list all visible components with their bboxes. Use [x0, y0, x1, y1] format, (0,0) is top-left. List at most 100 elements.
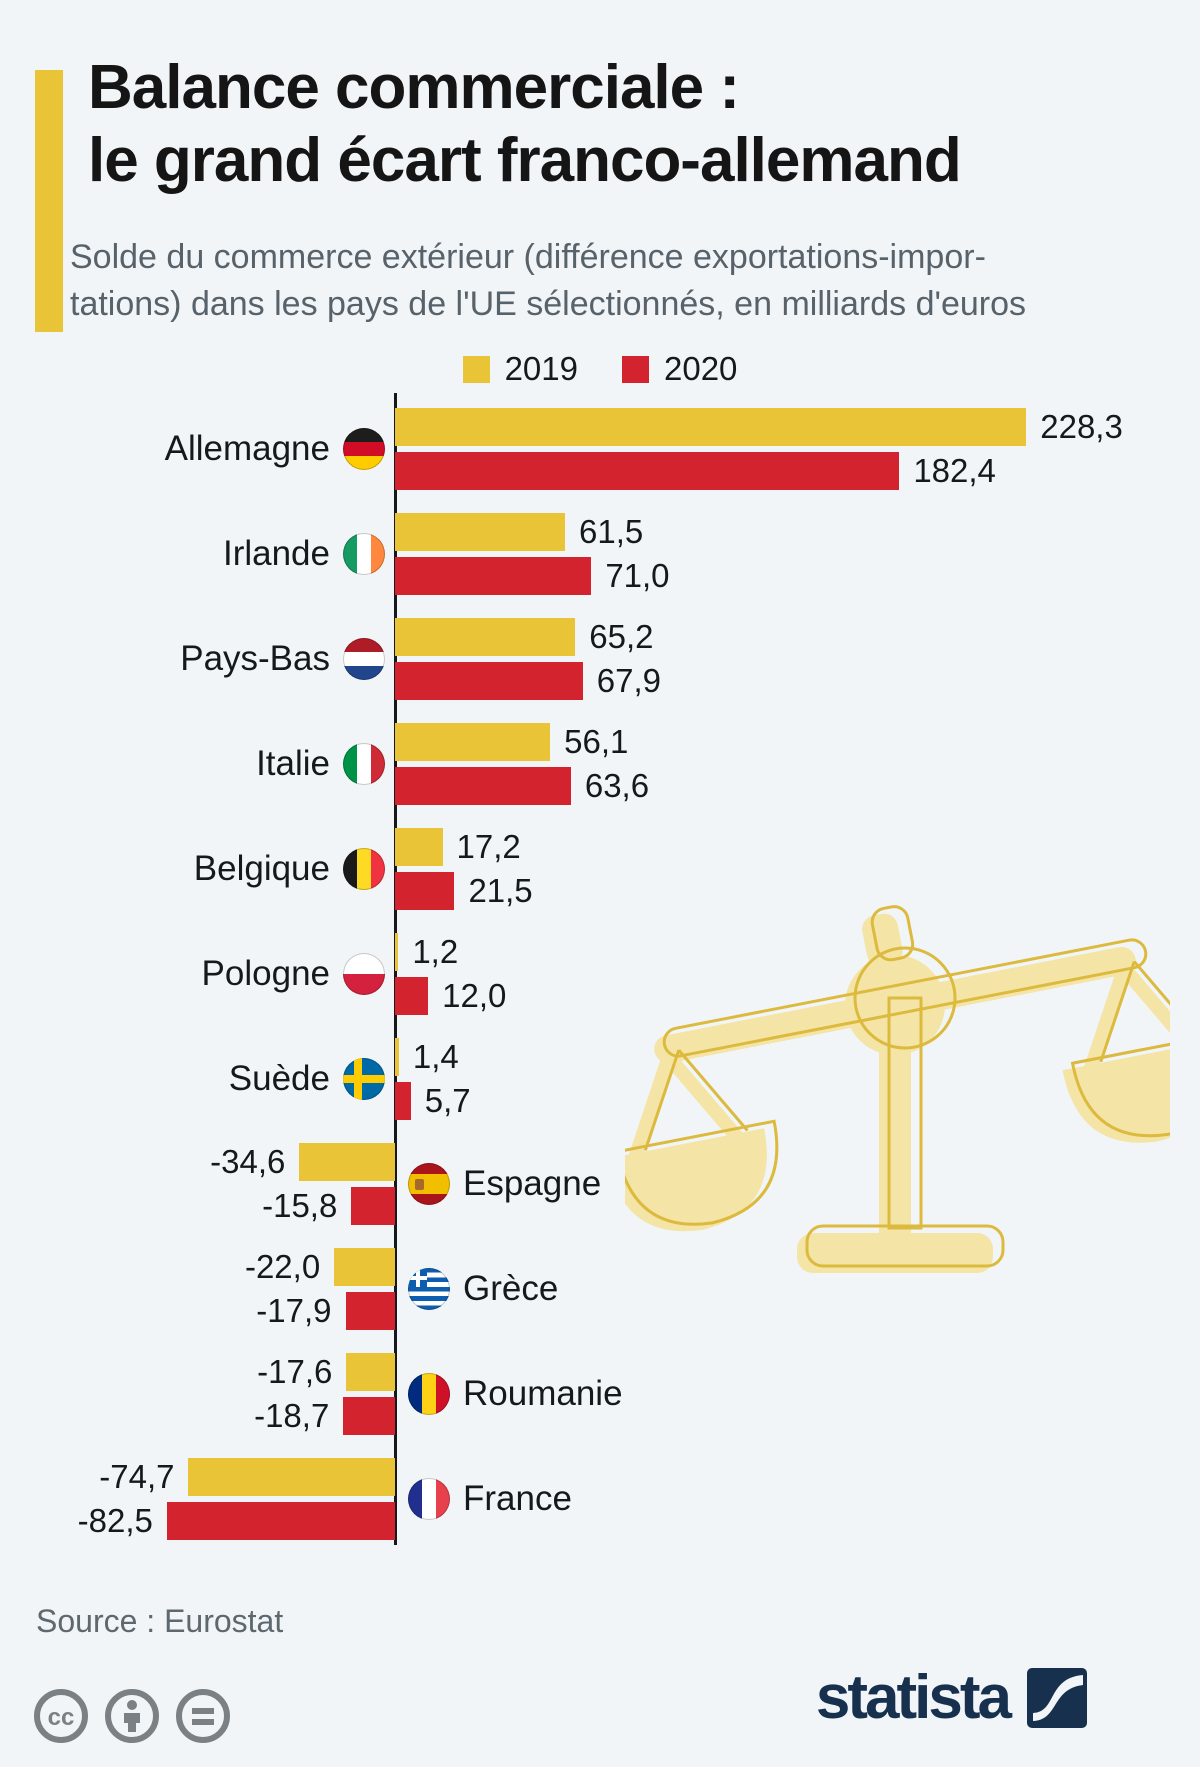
legend-item-2019: 2019: [462, 350, 578, 388]
be-flag-icon: [343, 848, 385, 890]
es-flag-icon: [408, 1163, 450, 1205]
title-line-2: le grand écart franco-allemand: [88, 125, 962, 195]
value-label-2020-it: 63,6: [584, 767, 650, 804]
bar-2019-ro: [346, 1353, 395, 1391]
statista-wordmark: statista: [815, 1663, 1012, 1732]
value-label-2019-se: 1,4: [412, 1038, 459, 1075]
country-name: Espagne: [463, 1164, 602, 1203]
value-label-2019-es: -34,6: [210, 1143, 286, 1180]
country-label-be: Belgique: [194, 848, 385, 890]
country-name: Pologne: [201, 954, 330, 993]
value-label-2020-ie: 71,0: [605, 557, 670, 594]
value-label-2019-nl: 65,2: [589, 618, 654, 655]
bar-2019-be: [395, 828, 443, 866]
attribution-icon: [105, 1689, 159, 1743]
de-flag-icon: [343, 428, 385, 470]
value-label-2019-ie: 61,5: [579, 513, 644, 550]
bar-2020-ie: [395, 557, 592, 595]
country-label-se: Suède: [229, 1058, 385, 1100]
country-label-fr: France: [408, 1478, 572, 1520]
country-name: France: [463, 1479, 572, 1518]
bar-2020-fr: [166, 1502, 395, 1540]
country-label-ie: Irlande: [223, 533, 385, 575]
value-label-2020-pl: 12,0: [442, 977, 507, 1014]
value-label-2020-be: 21,5: [468, 872, 533, 909]
value-label-2020-ro: -18,7: [254, 1397, 330, 1434]
value-label-2020-se: 5,7: [424, 1082, 471, 1119]
bar-2019-nl: [395, 618, 576, 656]
ie-flag-icon: [343, 533, 385, 575]
country-label-it: Italie: [256, 743, 385, 785]
country-name: Allemagne: [164, 429, 330, 468]
balance-scale-watermark-icon: [625, 905, 1170, 1273]
bar-2019-pl: [395, 933, 399, 971]
bar-2020-se: [395, 1082, 411, 1120]
legend-item-2020: 2020: [622, 350, 737, 388]
value-label-2019-pl: 1,2: [412, 933, 459, 970]
value-label-2019-it: 56,1: [564, 723, 629, 760]
source-note: Source : Eurostat: [36, 1603, 284, 1639]
it-flag-icon: [343, 743, 385, 785]
country-label-nl: Pays-Bas: [180, 638, 385, 680]
value-label-2019-be: 17,2: [456, 828, 521, 865]
bar-2020-ro: [343, 1397, 395, 1435]
legend: 2019 2020: [0, 350, 1200, 388]
legend-label-2019: 2019: [504, 350, 578, 387]
bar-2019-gr: [334, 1248, 395, 1286]
cc-icon: cc: [34, 1689, 88, 1743]
value-label-2020-fr: -82,5: [77, 1502, 153, 1539]
value-label-2020-es: -15,8: [262, 1187, 338, 1224]
country-name: Pays-Bas: [180, 639, 330, 678]
bar-2019-it: [395, 723, 551, 761]
country-label-de: Allemagne: [165, 428, 385, 470]
legend-swatch-2019: [462, 355, 490, 383]
value-label-2019-fr: -74,7: [99, 1458, 175, 1495]
country-label-ro: Roumanie: [408, 1373, 623, 1415]
legend-swatch-2020: [622, 355, 649, 383]
bar-2020-pl: [395, 977, 429, 1015]
nl-flag-icon: [343, 638, 385, 680]
license-badges: cc: [33, 1688, 231, 1744]
bar-2020-gr: [345, 1292, 395, 1330]
value-label-2019-de: 228,3: [1040, 408, 1123, 445]
bar-2019-ie: [395, 513, 566, 551]
bar-2019-es: [299, 1143, 395, 1181]
country-label-gr: Grèce: [408, 1268, 558, 1310]
value-label-2020-de: 182,4: [913, 452, 996, 489]
value-label-2019-gr: -22,0: [244, 1248, 321, 1285]
value-label-2020-gr: -17,9: [256, 1292, 332, 1329]
title-line-1: Balance commerciale :: [88, 53, 740, 122]
se-flag-icon: [343, 1058, 385, 1100]
country-label-es: Espagne: [408, 1163, 601, 1205]
page-title: Balance commerciale : le grand écart fra…: [88, 52, 962, 197]
statista-brand: statista: [815, 1663, 1087, 1732]
bar-2020-de: [395, 452, 900, 490]
country-name: Grèce: [463, 1269, 559, 1308]
country-name: Italie: [256, 744, 330, 783]
gr-flag-icon: [408, 1268, 450, 1310]
fr-flag-icon: [408, 1478, 450, 1520]
country-name: Suède: [228, 1059, 330, 1098]
legend-label-2020: 2020: [664, 350, 738, 387]
bar-2019-se: [395, 1038, 399, 1076]
bar-2019-de: [395, 408, 1027, 446]
bar-2020-es: [351, 1187, 395, 1225]
no-derivatives-icon: [176, 1689, 230, 1743]
country-name: Roumanie: [463, 1374, 623, 1413]
pl-flag-icon: [343, 953, 385, 995]
bar-2020-be: [395, 872, 455, 910]
title-accent-bar: [35, 70, 63, 332]
page-subtitle: Solde du commerce extérieur (différence …: [70, 234, 1026, 328]
bar-2019-fr: [188, 1458, 395, 1496]
bar-2020-it: [395, 767, 571, 805]
value-label-2020-nl: 67,9: [596, 662, 661, 699]
bar-2020-nl: [395, 662, 583, 700]
country-label-pl: Pologne: [202, 953, 385, 995]
country-name: Irlande: [222, 534, 330, 573]
statista-logo-icon: [1027, 1668, 1087, 1728]
value-label-2019-ro: -17,6: [257, 1353, 333, 1390]
subtitle-line-1: Solde du commerce extérieur (différence …: [70, 238, 986, 276]
subtitle-line-2: tations) dans les pays de l'UE sélection…: [70, 284, 1027, 323]
